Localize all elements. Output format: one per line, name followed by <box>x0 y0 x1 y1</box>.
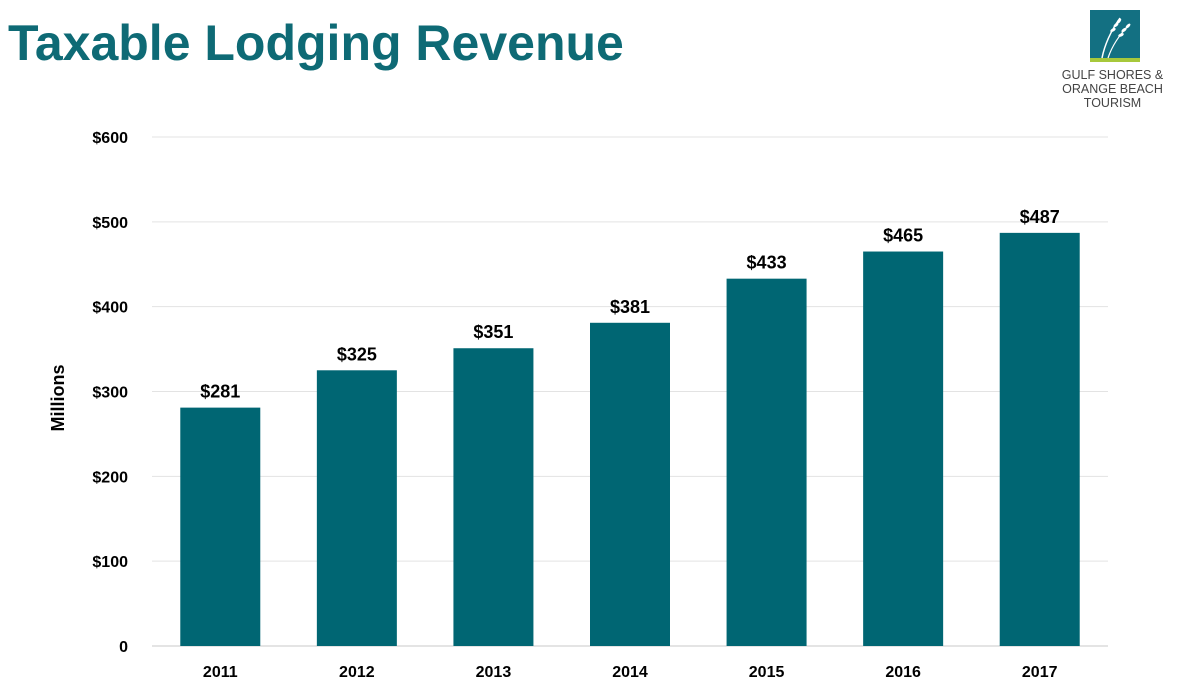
data-label: $381 <box>610 297 650 317</box>
y-tick-label: $500 <box>92 215 128 232</box>
x-tick-label: 2016 <box>885 664 921 681</box>
bar-2012 <box>316 370 397 646</box>
logo-line: GULF SHORES & <box>1061 68 1164 82</box>
y-tick-label: $600 <box>92 130 128 147</box>
y-tick-label: $300 <box>92 385 128 402</box>
x-tick-label: 2011 <box>203 664 238 681</box>
y-tick-label: $400 <box>92 300 128 317</box>
x-tick-label: 2013 <box>476 664 512 681</box>
data-labels: $281 $325 $351 $381 $433 $465 $487 <box>200 207 1059 402</box>
x-tick-label: 2017 <box>1022 664 1058 681</box>
logo: GULF SHORES & ORANGE BEACH TOURISM <box>1050 10 1175 120</box>
x-tick-label: 2015 <box>749 664 785 681</box>
logo-line: ORANGE BEACH <box>1062 82 1163 96</box>
y-tick-label: 0 <box>119 639 128 656</box>
data-label: $487 <box>1020 207 1060 227</box>
page-title: Taxable Lodging Revenue <box>8 15 624 71</box>
data-label: $325 <box>337 344 377 364</box>
y-axis-title: Millions <box>48 365 68 432</box>
data-label: $433 <box>747 253 787 273</box>
x-tick-label: 2012 <box>339 664 375 681</box>
logo-text: GULF SHORES & ORANGE BEACH TOURISM <box>1050 68 1175 110</box>
bars <box>180 232 1080 646</box>
data-label: $351 <box>473 322 513 342</box>
bar-2016 <box>863 251 944 646</box>
bar-2014 <box>590 322 670 646</box>
bar-2015 <box>726 278 807 646</box>
y-tick-label: $200 <box>92 469 128 486</box>
bar-2011 <box>180 407 261 646</box>
x-axis-ticks: 2011 2012 2013 2014 2015 2016 2017 <box>203 664 1058 681</box>
bar-2017 <box>999 232 1080 646</box>
data-label: $465 <box>883 226 923 246</box>
x-tick-label: 2014 <box>612 664 648 681</box>
logo-line: TOURISM <box>1083 96 1142 110</box>
y-tick-label: $100 <box>92 554 128 571</box>
data-label: $281 <box>200 382 240 402</box>
y-axis-ticks: 0 $100 $200 $300 $400 $500 $600 <box>92 130 128 656</box>
sea-oats-icon <box>1090 10 1140 62</box>
bar-2013 <box>453 348 534 646</box>
